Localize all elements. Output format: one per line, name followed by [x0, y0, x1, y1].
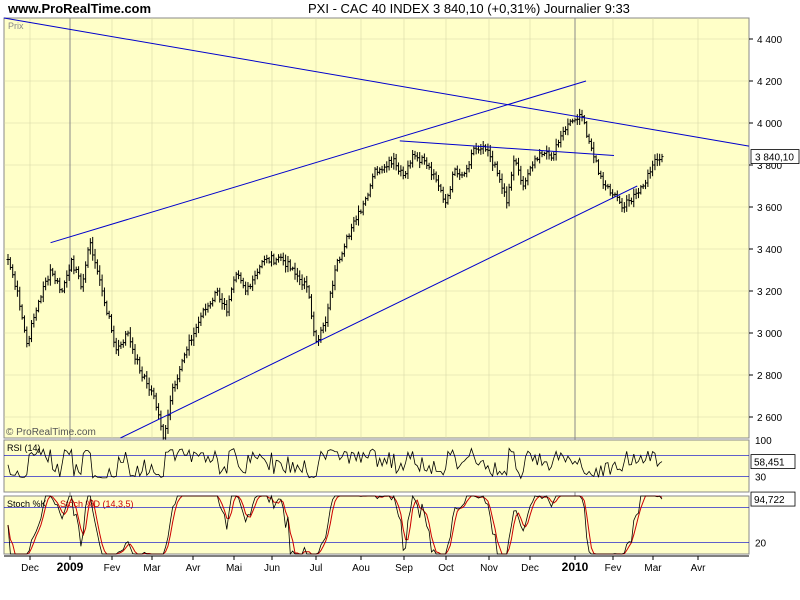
watermark: © ProRealTime.com: [6, 427, 96, 438]
x-tick-label: Mar: [143, 563, 161, 574]
rsi-grid: [4, 455, 749, 477]
rsi-y-axis: 100 30 58,451: [750, 436, 796, 483]
rsi-line: [7, 447, 663, 480]
price-tick-label: 2 800: [757, 371, 782, 382]
x-tick-label: 2009: [57, 560, 84, 574]
trend-line: [50, 80, 587, 244]
chart-title: PXI - CAC 40 INDEX 3 840,10 (+0,31%) Jou…: [308, 1, 630, 16]
trend-lines: [3, 17, 750, 439]
rsi-last-box: [750, 454, 796, 470]
stoch-last-label: 94,722: [754, 495, 785, 506]
rsi-tick-label: 100: [755, 436, 772, 447]
x-tick-label: Aou: [352, 563, 370, 574]
stoch-y-axis: 20 94,722: [750, 491, 796, 549]
x-tick-label: Avr: [186, 563, 201, 574]
x-tick-label: Fev: [104, 563, 121, 574]
chart-header: www.ProRealTime.com PXI - CAC 40 INDEX 3…: [0, 0, 800, 18]
x-tick-label: Mai: [226, 563, 242, 574]
rsi-last-label: 58,451: [754, 458, 785, 469]
x-tick-label: Nov: [480, 563, 498, 574]
stoch-last-box: [750, 491, 796, 507]
price-tick-label: 3 800: [757, 161, 782, 172]
x-tick-label: Oct: [438, 563, 454, 574]
x-tick-label: Jul: [310, 563, 323, 574]
price-panel-label: Prix: [8, 21, 24, 31]
x-tick-label: Dec: [21, 563, 39, 574]
trend-line: [120, 185, 638, 439]
x-tick-label: Dec: [521, 563, 539, 574]
trend-line: [399, 140, 615, 157]
x-tick-label: Mar: [644, 563, 662, 574]
stoch-tick-label: 20: [755, 538, 767, 549]
rsi-tick-label: 30: [755, 472, 767, 483]
last-price-box: [750, 149, 800, 164]
price-tick-label: 3 600: [757, 203, 782, 214]
price-bars: [6, 108, 664, 442]
x-tick-label: Fev: [605, 563, 622, 574]
site-name[interactable]: www.ProRealTime.com: [8, 1, 152, 16]
price-tick-label: 3 400: [757, 245, 782, 256]
stoch-d-label: Stoch %D (14,3,5): [60, 499, 134, 509]
rsi-panel-bg: [3, 439, 750, 493]
price-tick-label: 4 400: [757, 35, 782, 46]
x-tick-label: Avr: [691, 563, 706, 574]
stoch-k-label: Stoch %K: [7, 499, 47, 509]
price-tick-label: 4 200: [757, 77, 782, 88]
x-axis: Dec 2009 Fev Mar Avr Mai Jun Jul Aou Sep Oct Nov Dec…: [4, 555, 749, 574]
price-tick-label: 4 000: [757, 119, 782, 130]
price-tick-label: 2 600: [757, 413, 782, 424]
x-tick-label: Jun: [264, 563, 280, 574]
price-tick-label: 3 000: [757, 329, 782, 340]
trend-line: [3, 17, 750, 147]
x-tick-label: 2010: [562, 560, 589, 574]
price-panel-bg: [3, 17, 750, 439]
price-y-axis: 2 600 2 800 3 000 3 200 3 400 3 600 3 800 4 000…: [749, 35, 800, 424]
x-tick-label: Sep: [395, 563, 413, 574]
stoch-k-line: [7, 494, 663, 556]
rsi-panel-label: RSI (14): [7, 443, 41, 453]
last-price-label: 3 840,10: [755, 153, 794, 164]
price-tick-label: 3 200: [757, 287, 782, 298]
